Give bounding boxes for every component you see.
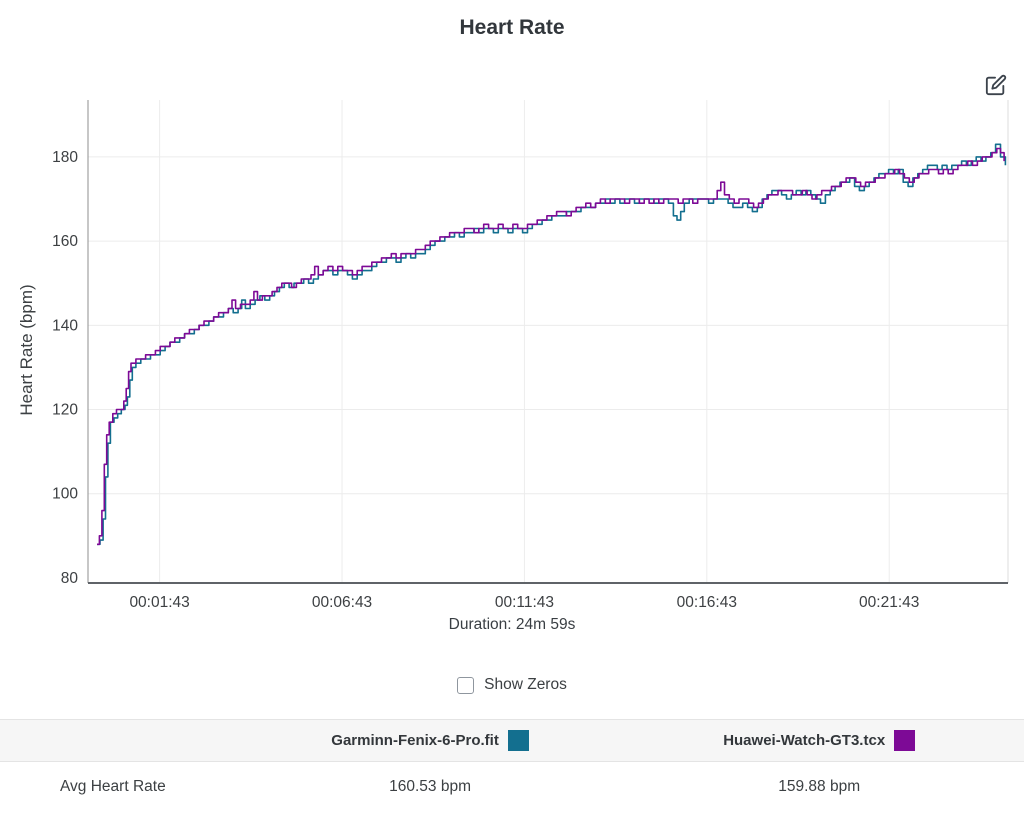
legend: Garminn-Fenix-6-Pro.fit Huawei-Watch-GT3… (0, 719, 1024, 762)
svg-text:100: 100 (52, 486, 78, 503)
legend-swatch-huawei (894, 730, 916, 751)
chart-canvas[interactable]: 80 100 120 140 160 180 00:01:43 00:06:43 00:11:4… (0, 70, 1024, 630)
legend-label-huawei: Huawei-Watch-GT3.tcx (723, 732, 886, 749)
x-axis-title: Duration: 24m 59s (448, 616, 576, 633)
y-axis-title: Heart Rate (bpm) (17, 284, 36, 416)
svg-text:160: 160 (52, 233, 78, 250)
svg-text:180: 180 (52, 149, 78, 166)
stats-value-huawei: 159.88 bpm (778, 778, 861, 795)
svg-text:00:21:43: 00:21:43 (859, 594, 919, 611)
svg-text:00:06:43: 00:06:43 (312, 594, 372, 611)
edit-chart-button[interactable] (982, 72, 1010, 100)
show-zeros-checkbox[interactable] (457, 676, 475, 694)
svg-text:80: 80 (61, 570, 79, 587)
stats-metric-label: Avg Heart Rate (60, 778, 166, 795)
legend-item-garmin[interactable]: Garminn-Fenix-6-Pro.fit (246, 730, 615, 751)
svg-text:00:16:43: 00:16:43 (677, 594, 737, 611)
edit-icon (985, 74, 1007, 96)
svg-text:140: 140 (52, 317, 78, 334)
svg-text:120: 120 (52, 402, 78, 419)
legend-swatch-garmin (507, 730, 529, 751)
svg-text:00:11:43: 00:11:43 (495, 594, 554, 611)
avg-heart-rate-row: Avg Heart Rate 160.53 bpm 159.88 bpm (0, 762, 1024, 812)
legend-item-huawei[interactable]: Huawei-Watch-GT3.tcx (614, 730, 1024, 751)
svg-text:00:01:43: 00:01:43 (129, 594, 189, 611)
legend-label-garmin: Garminn-Fenix-6-Pro.fit (331, 732, 499, 749)
page-title: Heart Rate (459, 16, 565, 39)
show-zeros-control: Show Zeros (0, 676, 1024, 694)
show-zeros-label: Show Zeros (484, 676, 567, 693)
stats-value-garmin: 160.53 bpm (389, 778, 471, 795)
